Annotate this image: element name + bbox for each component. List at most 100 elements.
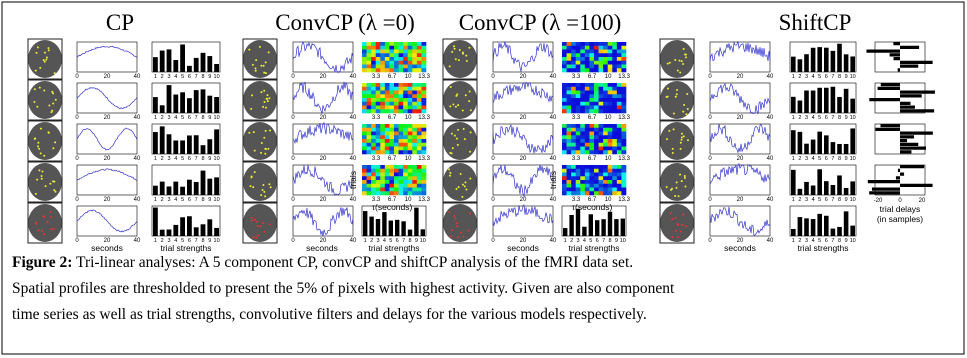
- heat-cell: [408, 128, 413, 132]
- heat-cell: [408, 132, 413, 136]
- heat-cell: [589, 180, 594, 184]
- bar: [811, 186, 816, 195]
- heat-cell: [417, 165, 422, 169]
- heat-cell: [608, 188, 613, 192]
- heat-cell: [603, 128, 608, 132]
- heat-cell: [417, 173, 422, 177]
- delay-bar: [900, 102, 910, 105]
- activation: [37, 229, 39, 231]
- heat-cell: [412, 68, 417, 72]
- heat-cell: [367, 124, 372, 128]
- delay-bar: [900, 143, 918, 146]
- heat-cell: [412, 184, 417, 188]
- heat-cell: [376, 147, 381, 151]
- heat-cell: [599, 173, 604, 177]
- heat-cell: [589, 188, 594, 192]
- heat-cell: [403, 87, 408, 91]
- activation: [465, 55, 467, 57]
- heat-cell: [567, 139, 572, 143]
- heat-cell: [599, 53, 604, 57]
- heat-cell: [408, 83, 413, 87]
- heat-cell: [394, 180, 399, 184]
- tick-label: 3.3: [572, 74, 581, 80]
- activation: [673, 112, 675, 114]
- heat-cell: [385, 173, 390, 177]
- bar: [798, 59, 803, 72]
- heat-cell: [617, 188, 622, 192]
- heat-cell: [608, 191, 613, 195]
- heat-cell: [603, 50, 608, 54]
- tick-label: 6.7: [388, 74, 397, 80]
- heat-cell: [380, 173, 385, 177]
- tick-label: 10: [605, 115, 612, 121]
- activation: [267, 148, 269, 150]
- heat-cell: [394, 57, 399, 61]
- tick-label: 0: [708, 197, 712, 203]
- heat-cell: [394, 188, 399, 192]
- heat-cell: [562, 57, 567, 61]
- heat-cell: [562, 132, 567, 136]
- heat-cell: [362, 191, 367, 195]
- heat-cell: [576, 132, 581, 136]
- heat-cell: [408, 94, 413, 98]
- heat-cell: [585, 53, 590, 57]
- heat-cell: [399, 94, 404, 98]
- heat-cell: [362, 102, 367, 106]
- heat-cell: [394, 176, 399, 180]
- heat-cell: [389, 87, 394, 91]
- heat-cell: [399, 169, 404, 173]
- heat-cell: [362, 57, 367, 61]
- heat-cell: [385, 128, 390, 132]
- heat-cell: [412, 147, 417, 151]
- bar: [363, 211, 367, 236]
- delay-bar: [900, 106, 915, 109]
- delay-bar: [880, 124, 900, 127]
- heat-cell: [421, 165, 426, 169]
- heat-cell: [571, 106, 576, 110]
- bar: [824, 88, 829, 113]
- heat-cell: [562, 106, 567, 110]
- bar: [153, 208, 158, 236]
- heat-cell: [417, 147, 422, 151]
- tick-label: 9: [845, 197, 848, 203]
- heat-cell: [562, 135, 567, 139]
- heat-cell: [589, 91, 594, 95]
- tick-label: 20: [737, 197, 744, 203]
- heat-cell: [380, 46, 385, 50]
- tick-label: 0: [708, 115, 712, 121]
- activation: [254, 150, 256, 152]
- heat-cell: [403, 124, 408, 128]
- heat-cell: [567, 109, 572, 113]
- axis-label: trials: [548, 171, 558, 189]
- heat-cell: [599, 46, 604, 50]
- heat-cell: [421, 87, 426, 91]
- tick-label: 5: [818, 74, 821, 80]
- heat-cell: [376, 191, 381, 195]
- activation: [252, 186, 254, 188]
- heat-cell: [394, 83, 399, 87]
- activation: [685, 56, 687, 58]
- tick-label: 2: [161, 156, 164, 162]
- caption-line: Figure 2: Tri-linear analyses: A 5 compo…: [12, 254, 633, 272]
- heat-cell: [421, 106, 426, 110]
- tick-label: 1: [154, 197, 157, 203]
- heat-cell: [617, 102, 622, 106]
- heat-cell: [603, 124, 608, 128]
- activation: [262, 189, 264, 191]
- bar: [791, 130, 796, 154]
- heat-cell: [580, 106, 585, 110]
- heat-cell: [389, 65, 394, 69]
- heat-cell: [367, 109, 372, 113]
- heat-cell: [403, 150, 408, 154]
- heat-cell: [417, 143, 422, 147]
- heat-cell: [421, 83, 426, 87]
- delay-bar: [900, 173, 904, 176]
- heat-cell: [567, 94, 572, 98]
- heat-cell: [603, 184, 608, 188]
- activation: [39, 67, 41, 69]
- heat-cell: [567, 132, 572, 136]
- heat-cell: [367, 150, 372, 154]
- activation: [52, 92, 54, 94]
- bar: [811, 48, 816, 72]
- activation: [452, 104, 454, 106]
